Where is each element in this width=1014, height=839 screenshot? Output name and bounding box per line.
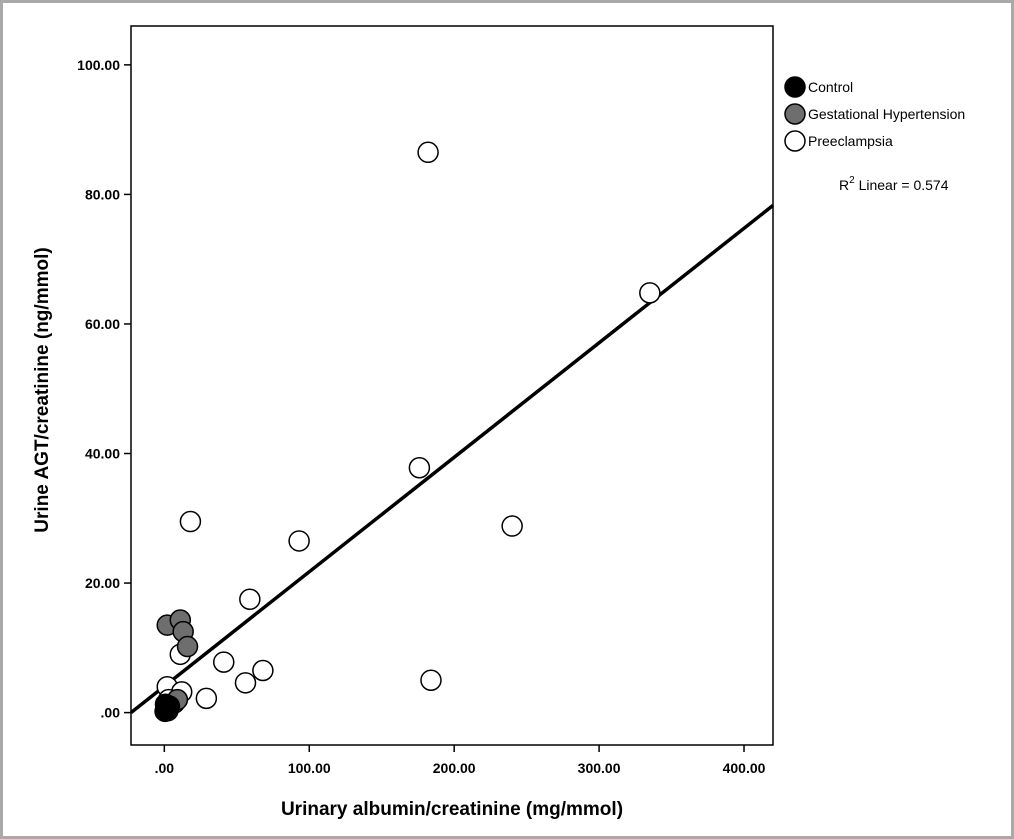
x-tick-label: 200.00 bbox=[433, 760, 476, 776]
y-axis: .00 20.00 40.00 60.00 80.00 100.00 bbox=[77, 57, 131, 721]
r2-label: R2 Linear = 0.574 bbox=[839, 175, 949, 193]
legend-marker-control bbox=[784, 76, 806, 98]
fit-line bbox=[129, 204, 775, 714]
r2-label-superscript: 2 bbox=[849, 175, 855, 186]
y-tick-label: .00 bbox=[101, 705, 121, 721]
point-preeclampsia bbox=[639, 282, 661, 304]
data-points bbox=[154, 141, 661, 723]
y-tick-label: 20.00 bbox=[85, 575, 120, 591]
point-preeclampsia bbox=[417, 141, 439, 164]
r2-label-suffix: Linear = 0.574 bbox=[855, 177, 949, 193]
y-tick-label: 80.00 bbox=[85, 186, 120, 202]
legend-label-control: Control bbox=[808, 79, 853, 95]
point-preeclampsia bbox=[252, 659, 274, 682]
x-tick-label: .00 bbox=[155, 760, 175, 776]
point-preeclampsia bbox=[288, 530, 310, 552]
r2-label-prefix: R bbox=[839, 177, 849, 193]
point-preeclampsia bbox=[239, 588, 261, 611]
x-axis: .00 100.00 200.00 300.00 400.00 bbox=[155, 745, 766, 776]
y-tick-label: 60.00 bbox=[85, 316, 120, 332]
legend: Control Gestational Hypertension Preeclamp… bbox=[784, 76, 965, 152]
y-axis-title: Urine AGT/creatinine (ng/mmol) bbox=[32, 247, 53, 532]
legend-marker-preeclampsia bbox=[784, 130, 806, 152]
x-tick-label: 100.00 bbox=[288, 760, 331, 776]
point-preeclampsia bbox=[234, 672, 257, 694]
legend-label-gestational-hypertension: Gestational Hypertension bbox=[808, 106, 965, 122]
legend-label-preeclampsia: Preeclampsia bbox=[808, 133, 893, 149]
y-tick-label: 40.00 bbox=[85, 446, 120, 462]
y-tick-label: 100.00 bbox=[77, 57, 120, 73]
legend-marker-gestational-hypertension bbox=[784, 103, 806, 125]
point-preeclampsia bbox=[501, 515, 523, 537]
x-tick-label: 400.00 bbox=[723, 760, 766, 776]
point-preeclampsia bbox=[195, 687, 218, 710]
point-control bbox=[154, 693, 177, 715]
plot-area bbox=[130, 25, 774, 746]
point-preeclampsia bbox=[212, 651, 235, 673]
point-preeclampsia bbox=[408, 457, 431, 479]
point-preeclampsia bbox=[420, 669, 442, 691]
x-tick-label: 300.00 bbox=[578, 760, 621, 776]
point-gestational-hypertension bbox=[176, 635, 199, 658]
x-axis-title: Urinary albumin/creatinine (mg/mmol) bbox=[281, 799, 623, 820]
point-preeclampsia bbox=[179, 510, 202, 533]
